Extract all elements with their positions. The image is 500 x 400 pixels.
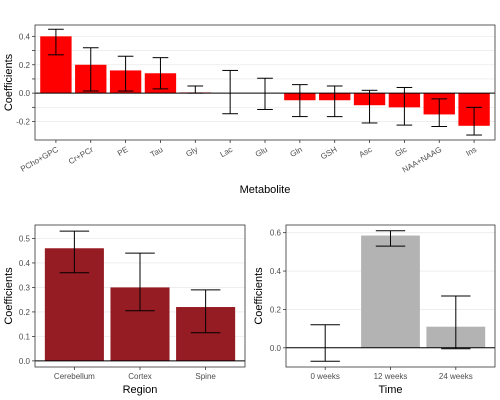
x-tick-label: Cerebellum (54, 372, 95, 381)
x-tick-label: PE (116, 145, 130, 158)
x-tick-label: Cr+PCr (67, 145, 95, 166)
x-tick-label: Glu (254, 145, 269, 159)
y-tick-label: 0.2 (19, 61, 31, 70)
y-tick-label: 0.5 (19, 234, 31, 243)
x-tick-label: 0 weeks (311, 372, 340, 381)
y-tick-label: 0.4 (19, 32, 31, 41)
x-tick-label: Glc (394, 145, 409, 159)
region-chart: 0.0 0.1 0.2 0.3 0.4 0.5 Cerebellum Cortex Spine R… (3, 224, 246, 396)
y-tick-label: 0.4 (19, 259, 31, 268)
bar (361, 235, 420, 348)
x-tick-label: Gly (184, 145, 199, 159)
x-tick-label: Gln (289, 145, 304, 159)
y-tick-label: 0.0 (270, 344, 282, 353)
y-tick-label: 0.6 (270, 229, 282, 238)
x-tick-label: GSH (319, 145, 339, 162)
x-tick-label: 24 weeks (439, 372, 473, 381)
y-tick-label: 0.2 (270, 305, 282, 314)
time-chart: 0.0 0.2 0.4 0.6 0 weeks 12 weeks 24 weeks Time C… (253, 224, 496, 396)
x-tick-label: 12 weeks (374, 372, 408, 381)
y-tick-label: -0.2 (16, 118, 30, 127)
x-tick-label: Cortex (128, 372, 152, 381)
x-axis-title: Time (378, 384, 402, 396)
y-tick-label: 0.4 (270, 267, 282, 276)
metabolite-chart: -0.2 0.0 0.2 0.4 PCho+GPC Cr+PCr PE Tau Gly Lac Gl… (3, 24, 496, 196)
x-tick-label: Lac (218, 145, 234, 159)
y-tick-label: 0.0 (19, 357, 31, 366)
y-axis-title: Coefficients (253, 267, 265, 325)
x-axis-title: Region (123, 384, 158, 396)
x-tick-label: NAA+NAAG (401, 145, 443, 175)
x-tick-label: Asc (357, 145, 373, 159)
x-axis-title: Metabolite (240, 184, 291, 196)
y-axis-title: Coefficients (3, 53, 15, 111)
y-tick-label: 0.2 (19, 308, 31, 317)
x-tick-label: Tau (149, 145, 165, 159)
y-axis-title: Coefficients (3, 267, 15, 325)
x-tick-label: Ins (464, 145, 478, 158)
y-tick-label: 0.1 (19, 332, 31, 341)
x-tick-label: PCho+GPC (19, 145, 60, 174)
y-tick-label: 0.3 (19, 283, 31, 292)
y-tick-label: 0.0 (19, 89, 31, 98)
x-tick-label: Spine (195, 372, 216, 381)
